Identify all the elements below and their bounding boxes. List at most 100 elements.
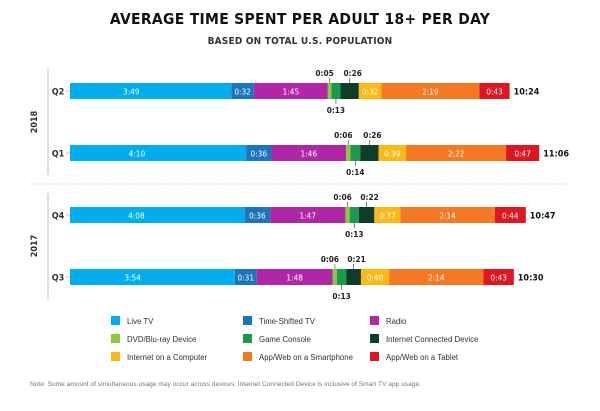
bar-internet-connected-device <box>340 83 359 99</box>
bar-label-radio: 1:45 <box>283 86 300 96</box>
quarter-label: Q1 <box>52 150 65 160</box>
bar-internet-on-a-computer <box>378 145 407 161</box>
bar-label-app-web-on-a-tablet: 0:47 <box>514 148 531 158</box>
bar-app-web-on-a-tablet <box>494 207 526 223</box>
bar-dvd-blu-ray-device <box>346 145 351 161</box>
bar-label-time-shifted-tv: 0:36 <box>251 148 268 158</box>
bar-internet-on-a-computer <box>358 83 382 99</box>
bar-game-console <box>350 145 361 161</box>
bar-label-app-web-on-a-tablet: 0:43 <box>486 86 503 96</box>
bar-label-time-shifted-tv: 0:32 <box>234 86 251 96</box>
bar-app-web-on-a-smartphone <box>400 207 495 223</box>
legend-swatch-app-web-on-a-smartphone <box>243 352 252 361</box>
bar-label-app-web-on-a-smartphone: 2:19 <box>422 86 439 96</box>
legend-label-dvd-blu-ray-device: DVD/Blu-ray Device <box>127 335 196 344</box>
bar-label-app-web-on-a-smartphone: 2:14 <box>428 272 445 282</box>
year-label: 2018 <box>30 110 40 133</box>
legend-label-radio: Radio <box>386 317 407 326</box>
legend-swatch-live-tv <box>111 316 120 325</box>
legend-label-internet-connected-device: Internet Connected Device <box>386 335 478 344</box>
total-label: 10:30 <box>518 274 544 284</box>
bar-time-shifted-tv <box>244 207 271 223</box>
total-label: 10:47 <box>530 212 556 222</box>
legend-label-live-tv: Live TV <box>127 317 154 326</box>
bar-label-internet-connected-device: 0:26 <box>344 68 362 78</box>
bar-app-web-on-a-smartphone <box>381 83 480 99</box>
legend-swatch-dvd-blu-ray-device <box>111 334 120 343</box>
bar-internet-connected-device <box>346 269 361 285</box>
footnote: Note: Some amount of simultaneous usage … <box>30 381 421 388</box>
total-label: 10:24 <box>514 88 540 98</box>
quarter-label: Q3 <box>52 274 65 284</box>
bar-radio <box>256 269 333 285</box>
bar-label-game-console: 0:13 <box>327 105 345 115</box>
bar-label-app-web-on-a-smartphone: 2:22 <box>448 148 465 158</box>
legend-label-internet-on-a-computer: Internet on a Computer <box>127 353 208 362</box>
bar-label-game-console: 0:13 <box>345 229 363 239</box>
bar-label-internet-connected-device: 0:21 <box>347 254 365 264</box>
bar-dvd-blu-ray-device <box>327 83 332 99</box>
legend-swatch-internet-connected-device <box>370 334 379 343</box>
bar-label-app-web-on-a-tablet: 0:43 <box>490 272 507 282</box>
quarter-label: Q4 <box>52 212 65 222</box>
bar-label-live-tv: 4:08 <box>128 210 145 220</box>
bar-app-web-on-a-smartphone <box>406 145 507 161</box>
bar-live-tv <box>70 145 247 161</box>
bar-label-game-console: 0:13 <box>332 291 350 301</box>
bar-label-time-shifted-tv: 0:31 <box>238 272 255 282</box>
bar-label-live-tv: 3:49 <box>123 86 140 96</box>
bar-internet-connected-device <box>358 207 375 223</box>
bar-live-tv <box>70 83 232 99</box>
legend-label-app-web-on-a-smartphone: App/Web on a Smartphone <box>259 353 353 362</box>
bar-time-shifted-tv <box>246 145 272 161</box>
bar-label-radio: 1:47 <box>300 210 317 220</box>
year-label: 2017 <box>30 235 40 258</box>
bar-app-web-on-a-smartphone <box>389 269 484 285</box>
quarter-label: Q2 <box>52 88 65 98</box>
bar-app-web-on-a-tablet <box>506 145 540 161</box>
bar-label-internet-on-a-computer: 0:40 <box>367 272 384 282</box>
legend-swatch-internet-on-a-computer <box>111 352 120 361</box>
bar-time-shifted-tv <box>234 269 257 285</box>
bar-label-internet-on-a-computer: 0:32 <box>362 86 379 96</box>
bar-radio <box>253 83 328 99</box>
bar-live-tv <box>70 269 235 285</box>
legend-label-game-console: Game Console <box>259 335 311 344</box>
bar-label-internet-on-a-computer: 0:39 <box>384 148 401 158</box>
bar-label-app-web-on-a-smartphone: 2:14 <box>439 210 456 220</box>
bar-label-internet-on-a-computer: 0:37 <box>379 210 396 220</box>
legend-swatch-app-web-on-a-tablet <box>370 352 379 361</box>
bar-label-radio: 1:48 <box>286 272 303 282</box>
bar-internet-connected-device <box>360 145 379 161</box>
chart-subtitle: BASED ON TOTAL U.S. POPULATION <box>208 36 393 47</box>
bar-game-console <box>331 83 341 99</box>
bar-label-live-tv: 4:10 <box>129 148 146 158</box>
bar-label-dvd-blu-ray-device: 0:06 <box>321 254 339 264</box>
total-label: 11:06 <box>543 150 569 160</box>
bar-label-radio: 1:46 <box>301 148 318 158</box>
bar-label-time-shifted-tv: 0:36 <box>249 210 266 220</box>
bar-label-app-web-on-a-tablet: 0:44 <box>502 210 519 220</box>
bar-label-game-console: 0:14 <box>346 167 364 177</box>
legend-label-time-shifted-tv: Time-Shifted TV <box>259 317 316 326</box>
bar-game-console <box>337 269 347 285</box>
bar-app-web-on-a-tablet <box>483 269 514 285</box>
bar-label-internet-connected-device: 0:22 <box>360 192 378 202</box>
legend-swatch-radio <box>370 316 379 325</box>
bar-dvd-blu-ray-device <box>345 207 350 223</box>
bar-label-internet-connected-device: 0:26 <box>363 130 381 140</box>
bar-label-live-tv: 3:54 <box>124 272 141 282</box>
bar-radio <box>271 145 347 161</box>
legend-label-app-web-on-a-tablet: App/Web on a Tablet <box>386 353 459 362</box>
bar-label-dvd-blu-ray-device: 0:06 <box>334 130 352 140</box>
chart-title: AVERAGE TIME SPENT PER ADULT 18+ PER DAY <box>110 10 491 28</box>
bar-label-dvd-blu-ray-device: 0:05 <box>315 68 333 78</box>
bar-app-web-on-a-tablet <box>479 83 510 99</box>
bar-game-console <box>349 207 359 223</box>
legend-swatch-game-console <box>243 334 252 343</box>
bar-internet-on-a-computer <box>360 269 390 285</box>
legend-swatch-time-shifted-tv <box>243 316 252 325</box>
bar-radio <box>270 207 346 223</box>
bar-time-shifted-tv <box>231 83 254 99</box>
